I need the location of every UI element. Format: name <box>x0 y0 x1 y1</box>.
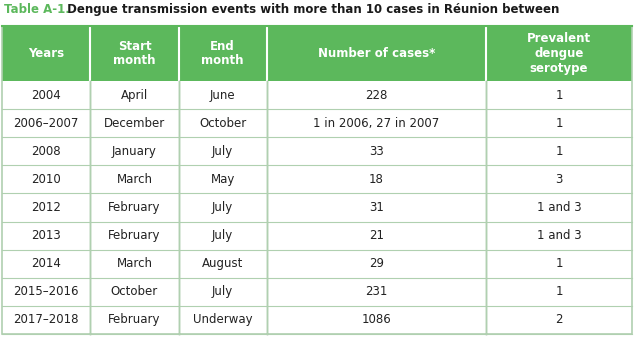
Text: 2015–2016: 2015–2016 <box>13 285 79 298</box>
Text: 3: 3 <box>555 173 562 186</box>
Bar <box>2 278 632 306</box>
Text: Underway: Underway <box>193 313 252 327</box>
Bar <box>2 193 632 221</box>
Text: February: February <box>108 201 160 214</box>
Text: July: July <box>212 285 233 298</box>
Text: May: May <box>210 173 235 186</box>
Text: 1: 1 <box>555 145 563 158</box>
Text: 2008: 2008 <box>31 145 61 158</box>
Text: 231: 231 <box>365 285 387 298</box>
Text: 1 and 3: 1 and 3 <box>536 201 581 214</box>
Text: 2: 2 <box>555 313 563 327</box>
Text: October: October <box>199 117 247 130</box>
Text: February: February <box>108 229 160 242</box>
Text: July: July <box>212 201 233 214</box>
Text: 1: 1 <box>555 285 563 298</box>
Text: July: July <box>212 145 233 158</box>
Text: January: January <box>112 145 157 158</box>
Text: 2004: 2004 <box>31 89 61 101</box>
Bar <box>179 26 267 81</box>
Text: 29: 29 <box>369 257 384 270</box>
Text: February: February <box>108 313 160 327</box>
Bar <box>2 81 632 109</box>
Bar <box>2 137 632 165</box>
Text: 1: 1 <box>555 257 563 270</box>
Text: 228: 228 <box>365 89 387 101</box>
Text: Years: Years <box>28 47 64 60</box>
Text: April: April <box>121 89 148 101</box>
Bar <box>2 306 632 334</box>
Text: 33: 33 <box>369 145 384 158</box>
Text: 21: 21 <box>369 229 384 242</box>
Text: 2010: 2010 <box>31 173 61 186</box>
Text: 2017–2018: 2017–2018 <box>13 313 79 327</box>
Text: 18: 18 <box>369 173 384 186</box>
Text: 1086: 1086 <box>361 313 391 327</box>
Text: Dengue transmission events with more than 10 cases in Réunion between: Dengue transmission events with more tha… <box>63 3 559 16</box>
Text: Start
month: Start month <box>113 40 156 68</box>
Text: 2014: 2014 <box>31 257 61 270</box>
Text: Table A-1.: Table A-1. <box>4 3 70 16</box>
Text: August: August <box>202 257 243 270</box>
Text: Number of cases*: Number of cases* <box>318 47 435 60</box>
Text: End
month: End month <box>202 40 244 68</box>
Text: 1 in 2006, 27 in 2007: 1 in 2006, 27 in 2007 <box>313 117 439 130</box>
Text: March: March <box>117 173 152 186</box>
Bar <box>267 26 486 81</box>
Text: June: June <box>210 89 236 101</box>
Bar <box>2 250 632 278</box>
Text: March: March <box>117 257 152 270</box>
Text: 1: 1 <box>555 89 563 101</box>
Text: October: October <box>111 285 158 298</box>
Text: 1: 1 <box>555 117 563 130</box>
Text: 2012: 2012 <box>31 201 61 214</box>
Text: 1 and 3: 1 and 3 <box>536 229 581 242</box>
Bar <box>2 26 90 81</box>
Bar <box>2 109 632 137</box>
Text: Prevalent
dengue
serotype: Prevalent dengue serotype <box>527 32 591 75</box>
Bar <box>2 221 632 250</box>
Text: 2013: 2013 <box>31 229 61 242</box>
Text: July: July <box>212 229 233 242</box>
Text: 31: 31 <box>369 201 384 214</box>
Text: 2006–2007: 2006–2007 <box>13 117 79 130</box>
Text: December: December <box>104 117 165 130</box>
Bar <box>90 26 179 81</box>
Bar <box>486 26 632 81</box>
Bar <box>2 165 632 193</box>
